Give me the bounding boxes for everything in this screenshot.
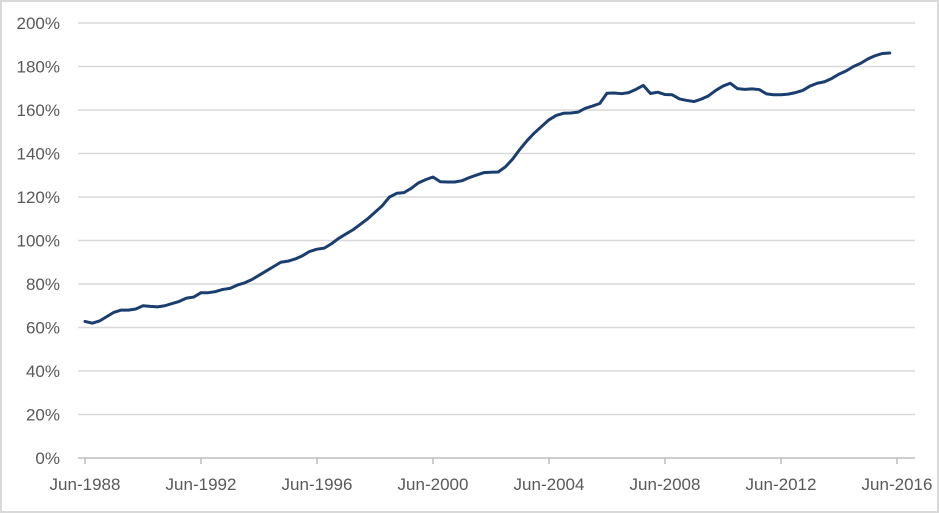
y-axis-label: 0% [35,449,60,468]
x-axis-label: Jun-1988 [50,475,121,494]
y-axis-label: 20% [26,406,60,425]
x-axis-label: Jun-1996 [282,475,353,494]
x-axis-label: Jun-2016 [862,475,933,494]
y-axis-label: 140% [17,145,60,164]
y-axis-label: 60% [26,319,60,338]
y-axis-label: 200% [17,14,60,33]
data-line-series [83,51,892,325]
y-axis-label: 100% [17,232,60,251]
x-axis-label: Jun-2012 [746,475,817,494]
y-axis-label: 40% [26,362,60,381]
y-axis-label: 180% [17,58,60,77]
y-axis-label: 80% [26,275,60,294]
x-axis-label: Jun-2008 [630,475,701,494]
y-axis-label: 120% [17,188,60,207]
y-axis-label: 160% [17,101,60,120]
x-axis-label: Jun-1992 [166,475,237,494]
x-axis-label: Jun-2000 [398,475,469,494]
x-axis-label: Jun-2004 [514,475,585,494]
